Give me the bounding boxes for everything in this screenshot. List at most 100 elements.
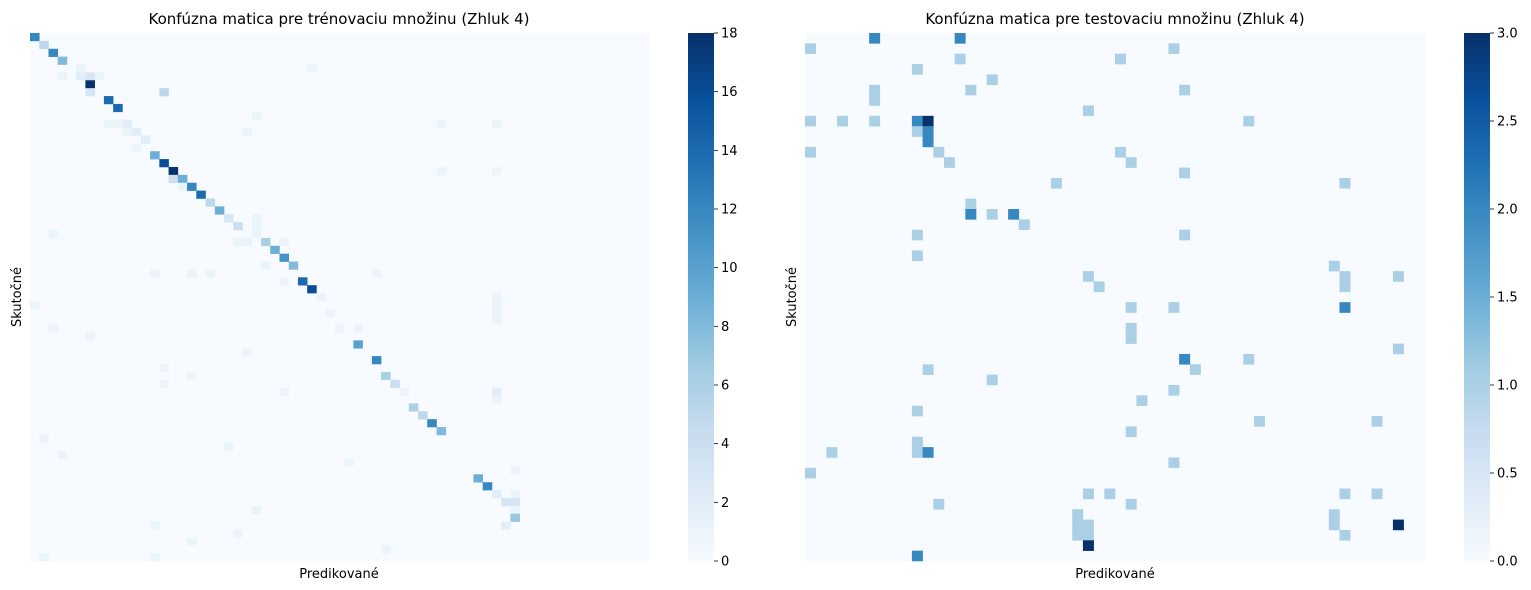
train-heatmap-cells — [30, 33, 520, 562]
test-heatmap-cell — [1253, 416, 1265, 427]
test-heatmap-cell — [1168, 457, 1180, 469]
test-heatmap-cell — [1392, 271, 1404, 282]
test-heatmap-cell — [922, 126, 934, 137]
test-heatmap-cell — [1136, 395, 1148, 406]
test-heatmap-cell — [933, 498, 945, 510]
test-heatmap-cell — [954, 33, 966, 44]
train-heatmap-cell — [140, 135, 151, 144]
train-heatmap-cell — [57, 72, 68, 81]
test-heatmap-cell — [837, 115, 849, 127]
test-heatmap-cell — [805, 115, 816, 127]
train-heatmap-cell — [251, 214, 262, 223]
train-heatmap-cell — [113, 103, 123, 113]
train-colorbar-tick-label: 2 — [721, 496, 729, 511]
train-heatmap-cell — [381, 371, 391, 381]
train-heatmap-cell — [491, 316, 502, 325]
train-heatmap-cell — [103, 119, 114, 128]
train-heatmap-cell — [57, 56, 68, 65]
test-heatmap-cell — [922, 364, 934, 375]
train-heatmap-cell — [427, 419, 437, 428]
train-heatmap-cell — [270, 245, 280, 254]
test-heatmap-cell — [826, 447, 838, 458]
test-heatmap-cell — [1371, 416, 1383, 427]
train-heatmap-cell — [307, 64, 317, 73]
train-heatmap-cell — [39, 553, 49, 562]
train-heatmap-cell — [48, 324, 59, 333]
train-heatmap-cell — [510, 466, 520, 475]
train-heatmap-cell — [279, 387, 289, 396]
test-chart-title: Konfúzna matica pre testovaciu množinu (… — [925, 10, 1304, 28]
train-heatmap-cell — [187, 182, 197, 191]
test-heatmap-cell — [1243, 353, 1255, 365]
train-heatmap-cell — [150, 269, 160, 278]
test-heatmap-cell — [1093, 281, 1105, 293]
test-heatmap-cell — [986, 74, 998, 86]
train-heatmap-cell — [187, 269, 197, 278]
test-heatmap-cell — [1339, 177, 1351, 189]
test-heatmap-cell — [911, 115, 923, 127]
train-colorbar-tick-label: 14 — [721, 144, 738, 159]
train-heatmap-cell — [353, 340, 363, 349]
train-heatmap-cell — [150, 151, 160, 160]
test-heatmap-cell — [911, 436, 923, 448]
train-heatmap-cell — [233, 529, 243, 538]
test-heatmap-background — [805, 33, 1425, 561]
train-heatmap-cell — [196, 190, 206, 199]
train-chart-title: Konfúzna matica pre trénovaciu množinu (… — [149, 10, 530, 28]
test-colorbar-tick-label: 1.0 — [1497, 379, 1518, 394]
train-y-axis-label: Skutočné — [10, 267, 25, 327]
train-heatmap-cell — [251, 222, 262, 231]
train-colorbar-tick-label: 4 — [721, 437, 729, 452]
test-heatmap-cell — [1072, 519, 1084, 531]
train-colorbar-tick-label: 12 — [721, 203, 738, 218]
test-heatmap-cell — [805, 146, 816, 158]
train-heatmap-cell — [482, 482, 493, 491]
test-heatmap-cell — [1339, 302, 1351, 313]
train-heatmap-cell — [408, 403, 419, 412]
train-heatmap-cell — [122, 119, 132, 128]
test-heatmap-cell — [869, 95, 881, 106]
test-heatmap-cell — [1082, 271, 1094, 282]
test-heatmap-cell — [1339, 271, 1351, 282]
test-heatmap-cell — [1371, 488, 1383, 500]
test-heatmap-cell — [954, 53, 966, 65]
train-heatmap-cell — [260, 237, 271, 247]
train-heatmap-cell — [159, 88, 169, 97]
train-heatmap-cell — [501, 497, 511, 507]
test-heatmap-cell — [911, 447, 923, 458]
train-heatmap-cell — [473, 474, 483, 483]
test-heatmap-cell — [1082, 540, 1094, 551]
train-heatmap-cell — [491, 387, 502, 396]
train-heatmap-cell — [187, 371, 197, 381]
train-heatmap-cell — [501, 521, 511, 530]
train-heatmap-cell — [85, 80, 95, 89]
test-colorbar-tick-label: 1.5 — [1497, 291, 1518, 306]
train-heatmap-cell — [48, 230, 59, 239]
train-heatmap-cell — [279, 237, 289, 247]
train-heatmap-cell — [242, 237, 253, 247]
train-heatmap-cell — [371, 356, 382, 365]
train-heatmap-cell — [491, 293, 502, 302]
train-heatmap-cell — [510, 513, 520, 522]
test-heatmap-cell — [1328, 519, 1340, 531]
test-heatmap-cell — [922, 447, 934, 458]
train-heatmap-cell — [131, 143, 142, 152]
train-heatmap-cell — [214, 206, 225, 215]
test-heatmap-cell — [805, 467, 816, 479]
train-colorbar-tick-label: 8 — [721, 320, 729, 335]
test-heatmap-cell — [1115, 53, 1126, 65]
test-heatmap-cell — [1328, 260, 1340, 272]
test-heatmap-cell — [965, 198, 977, 210]
train-heatmap-cell — [353, 324, 363, 333]
test-heatmap-cell — [1082, 529, 1094, 541]
train-heatmap-cell — [279, 253, 289, 262]
train-heatmap-cell — [307, 285, 317, 294]
train-colorbar-tick-label: 16 — [721, 85, 738, 100]
train-colorbar-tick-label: 18 — [721, 27, 738, 42]
test-heatmap-cell — [1082, 519, 1094, 531]
train-heatmap-cell — [371, 269, 382, 278]
test-heatmap-cell — [1050, 177, 1062, 189]
train-heatmap-cell — [297, 277, 308, 286]
train-heatmap-cell — [288, 261, 299, 270]
test-heatmap-cell — [1104, 488, 1116, 500]
